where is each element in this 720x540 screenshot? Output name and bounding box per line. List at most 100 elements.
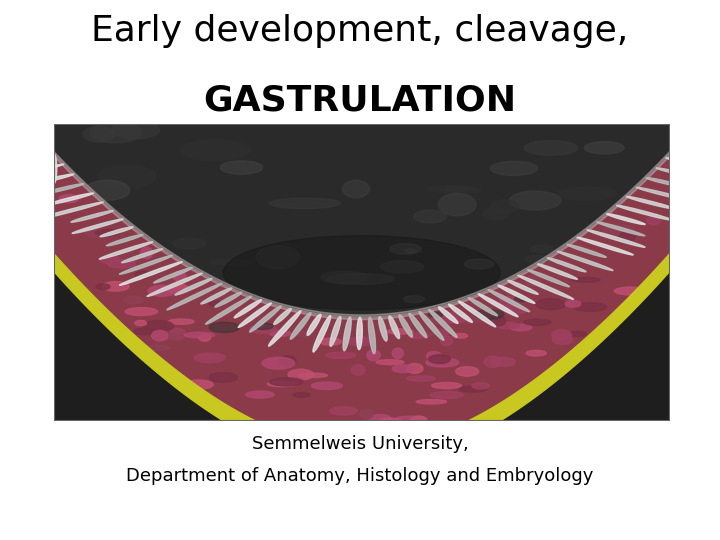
- Text: Department of Anatomy, Histology and Embryology: Department of Anatomy, Histology and Emb…: [126, 467, 594, 485]
- Ellipse shape: [343, 317, 351, 351]
- Ellipse shape: [646, 178, 683, 187]
- Ellipse shape: [209, 301, 223, 307]
- Ellipse shape: [366, 350, 380, 361]
- Ellipse shape: [478, 294, 518, 317]
- Ellipse shape: [438, 307, 458, 323]
- Ellipse shape: [330, 316, 341, 346]
- Ellipse shape: [322, 433, 349, 443]
- Ellipse shape: [210, 259, 252, 266]
- Ellipse shape: [249, 325, 276, 333]
- Ellipse shape: [206, 296, 251, 324]
- Ellipse shape: [429, 309, 457, 338]
- Ellipse shape: [399, 315, 413, 338]
- Ellipse shape: [173, 271, 186, 281]
- Ellipse shape: [409, 313, 427, 338]
- Ellipse shape: [484, 356, 501, 367]
- Ellipse shape: [250, 306, 282, 332]
- Ellipse shape: [585, 141, 624, 154]
- Ellipse shape: [525, 255, 549, 263]
- Ellipse shape: [348, 337, 374, 346]
- Ellipse shape: [311, 382, 343, 389]
- Ellipse shape: [577, 237, 633, 255]
- Ellipse shape: [274, 308, 291, 325]
- Ellipse shape: [307, 314, 321, 335]
- Ellipse shape: [508, 280, 538, 294]
- Ellipse shape: [509, 191, 561, 210]
- Ellipse shape: [147, 273, 202, 296]
- Ellipse shape: [392, 365, 414, 373]
- Ellipse shape: [515, 297, 528, 301]
- Ellipse shape: [607, 214, 645, 225]
- Ellipse shape: [526, 350, 546, 356]
- Ellipse shape: [161, 334, 185, 339]
- Ellipse shape: [59, 194, 78, 202]
- Ellipse shape: [459, 301, 496, 327]
- Ellipse shape: [234, 300, 261, 318]
- Ellipse shape: [30, 174, 73, 185]
- Ellipse shape: [510, 324, 532, 331]
- Ellipse shape: [459, 386, 487, 392]
- Ellipse shape: [427, 319, 447, 323]
- Ellipse shape: [619, 232, 636, 241]
- Ellipse shape: [184, 332, 215, 338]
- Ellipse shape: [167, 284, 222, 310]
- Ellipse shape: [269, 198, 341, 208]
- Ellipse shape: [483, 208, 509, 220]
- Ellipse shape: [500, 296, 517, 306]
- Ellipse shape: [148, 285, 176, 296]
- Ellipse shape: [220, 161, 263, 174]
- Ellipse shape: [198, 354, 225, 359]
- Ellipse shape: [86, 226, 104, 237]
- Ellipse shape: [99, 255, 120, 264]
- Ellipse shape: [441, 336, 452, 346]
- Ellipse shape: [179, 140, 251, 161]
- Ellipse shape: [351, 364, 365, 375]
- Ellipse shape: [72, 219, 123, 233]
- Ellipse shape: [380, 261, 424, 273]
- Ellipse shape: [488, 289, 530, 312]
- Ellipse shape: [636, 187, 698, 202]
- Ellipse shape: [269, 311, 301, 346]
- Ellipse shape: [536, 299, 566, 309]
- Ellipse shape: [125, 308, 158, 315]
- Ellipse shape: [215, 292, 242, 307]
- Ellipse shape: [71, 211, 113, 222]
- Ellipse shape: [209, 373, 237, 382]
- Ellipse shape: [557, 187, 617, 200]
- Ellipse shape: [325, 352, 356, 359]
- Ellipse shape: [327, 274, 394, 285]
- Ellipse shape: [288, 369, 314, 380]
- Ellipse shape: [262, 357, 294, 369]
- Ellipse shape: [107, 260, 135, 268]
- Ellipse shape: [498, 285, 535, 303]
- Polygon shape: [54, 154, 670, 448]
- Ellipse shape: [83, 126, 114, 142]
- Ellipse shape: [315, 422, 325, 427]
- Ellipse shape: [411, 416, 427, 426]
- Ellipse shape: [552, 335, 572, 345]
- Ellipse shape: [376, 360, 404, 365]
- Ellipse shape: [404, 295, 425, 302]
- Ellipse shape: [449, 304, 472, 322]
- Ellipse shape: [396, 416, 426, 421]
- Ellipse shape: [614, 287, 648, 295]
- Ellipse shape: [526, 275, 541, 286]
- Ellipse shape: [137, 346, 169, 350]
- Ellipse shape: [330, 407, 357, 415]
- Ellipse shape: [419, 312, 444, 340]
- Ellipse shape: [538, 264, 577, 279]
- Ellipse shape: [547, 258, 586, 272]
- Ellipse shape: [505, 306, 527, 314]
- Ellipse shape: [256, 246, 300, 269]
- Ellipse shape: [616, 205, 672, 220]
- Ellipse shape: [168, 319, 194, 324]
- Ellipse shape: [369, 317, 376, 354]
- Ellipse shape: [199, 334, 210, 341]
- Ellipse shape: [98, 165, 156, 188]
- Ellipse shape: [356, 317, 362, 349]
- Ellipse shape: [626, 197, 675, 209]
- Ellipse shape: [518, 275, 573, 299]
- Ellipse shape: [152, 330, 168, 341]
- Text: Early development, cleavage,: Early development, cleavage,: [91, 14, 629, 48]
- Ellipse shape: [246, 391, 274, 398]
